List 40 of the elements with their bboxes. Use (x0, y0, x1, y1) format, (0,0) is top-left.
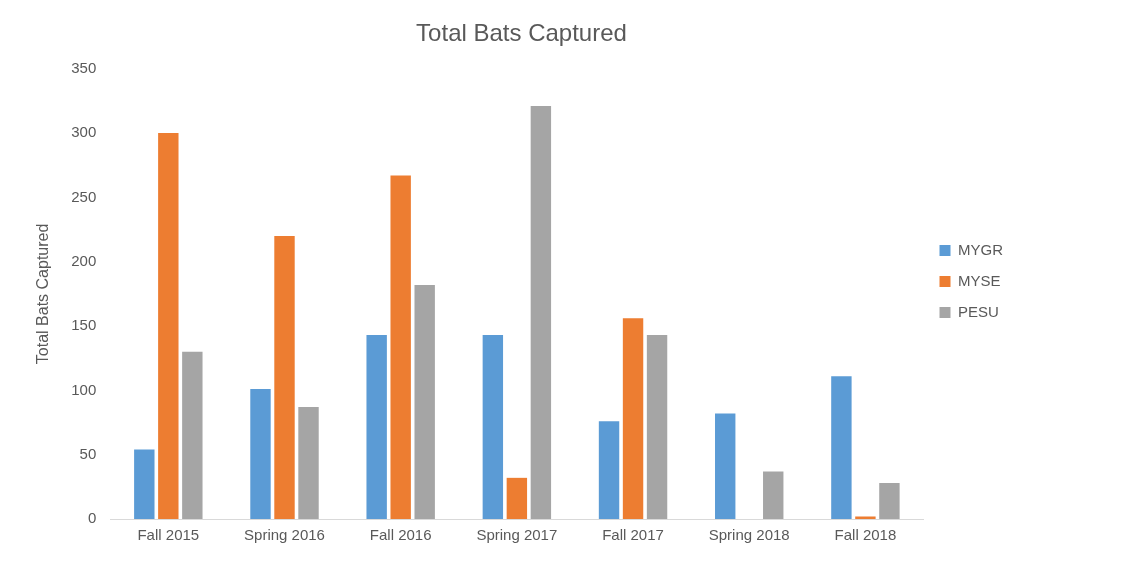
legend-label: PESU (958, 302, 999, 320)
x-tick-label: Fall 2018 (834, 526, 897, 544)
x-tick-label: Spring 2016 (244, 526, 325, 544)
bar (646, 335, 668, 519)
bar (506, 477, 528, 519)
bar (298, 407, 319, 519)
x-tick-label: Spring 2018 (708, 526, 790, 544)
bar (414, 284, 435, 519)
bar (134, 449, 155, 519)
x-tick-label: Fall 2017 (602, 526, 664, 544)
y-tick-label: 250 (71, 187, 97, 205)
y-axis-title: Total Bats Captured (34, 223, 52, 365)
bar (390, 175, 411, 519)
legend-label: MYGR (958, 240, 1004, 258)
x-tick-label: Spring 2017 (476, 526, 558, 544)
chart-title: Total Bats Captured (416, 19, 627, 47)
y-tick-label: 100 (71, 380, 97, 398)
y-tick-label: 300 (71, 123, 97, 141)
y-tick-label: 350 (71, 58, 97, 76)
bar (182, 351, 203, 519)
bar (482, 335, 504, 519)
bar (598, 421, 620, 519)
bar (622, 318, 644, 519)
bar (158, 133, 179, 519)
bar (763, 471, 784, 519)
bar (366, 335, 387, 519)
bar (530, 106, 552, 519)
bar (831, 376, 852, 519)
x-tick-label: Fall 2016 (369, 526, 432, 544)
bar (715, 413, 736, 519)
y-tick-label: 50 (79, 444, 97, 462)
bar (855, 516, 876, 519)
y-tick-label: 150 (71, 316, 97, 334)
x-tick-label: Fall 2015 (137, 526, 200, 544)
y-tick-label: 200 (71, 251, 97, 269)
y-tick-label: 0 (87, 509, 97, 527)
bar (879, 482, 900, 519)
legend-label: MYSE (958, 271, 1001, 289)
bar (274, 236, 295, 519)
bar (250, 389, 271, 519)
